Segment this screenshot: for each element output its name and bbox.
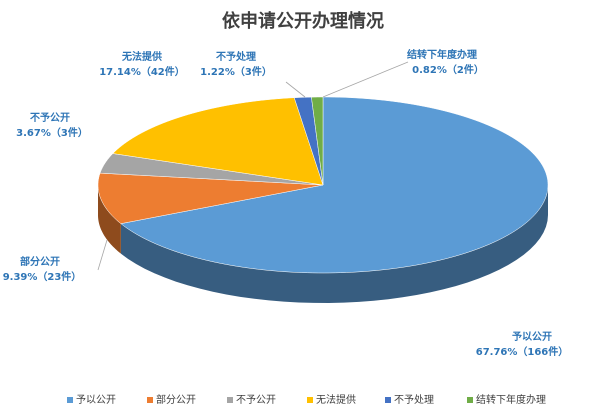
slice-side — [120, 185, 548, 303]
data-label-name: 不予公开 — [30, 112, 70, 124]
pie-tops — [97, 96, 549, 274]
legend-label: 不予处理 — [394, 394, 434, 406]
legend-swatch — [467, 397, 473, 403]
legend-label: 予以公开 — [76, 394, 116, 406]
legend-label: 不予公开 — [236, 394, 276, 406]
legend-swatch — [307, 397, 313, 403]
leader-line — [285, 81, 306, 98]
leader-line — [322, 61, 409, 98]
slice — [99, 153, 324, 186]
data-label-name: 无法提供 — [121, 50, 162, 63]
slice — [97, 172, 324, 224]
data-label-name: 予以公开 — [512, 331, 552, 343]
data-label-name: 不予处理 — [216, 50, 256, 63]
leader-line — [97, 239, 108, 271]
data-label-value: 9.39%（23件） — [3, 270, 82, 283]
legend-label: 结转下年度办理 — [476, 393, 546, 406]
data-label-value: 67.76%（166件） — [476, 345, 569, 358]
legend-label: 部分公开 — [156, 393, 196, 406]
slice — [112, 97, 324, 186]
slice-side — [98, 185, 121, 254]
legend-swatch — [67, 397, 73, 403]
data-label-name: 结转下年度办理 — [407, 48, 477, 61]
pie-sides — [98, 185, 548, 303]
legend-swatch — [385, 397, 391, 403]
data-label-value: 0.82%（2件） — [412, 63, 484, 76]
legend-swatch — [227, 397, 233, 403]
legend: 予以公开 部分公开 不予公开 无法提供 不予处理 结转下年度办理 — [67, 393, 546, 406]
chart-title: 依申请公开办理情况 — [222, 10, 384, 32]
legend-swatch — [147, 397, 153, 403]
data-label-value: 1.22%（3件） — [200, 65, 272, 78]
data-label-value: 17.14%（42件） — [99, 65, 185, 78]
legend-label: 无法提供 — [316, 393, 356, 406]
slice — [120, 96, 549, 274]
data-label-value: 3.67%（3件） — [16, 126, 88, 139]
data-label-name: 部分公开 — [20, 255, 60, 268]
labels: 予以公开 67.76%（166件） 部分公开 9.39%（23件） 不予公开 3.67%（… — [3, 48, 569, 358]
